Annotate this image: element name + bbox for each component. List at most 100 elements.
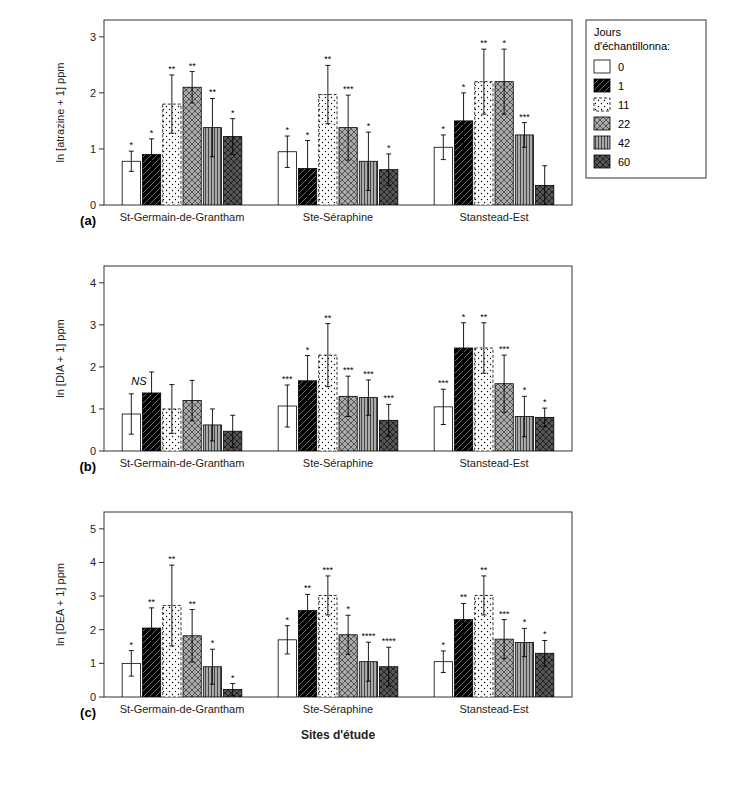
significance-label: *** [363, 369, 374, 379]
x-tick-label: Ste-Séraphine [303, 457, 373, 469]
y-tick-label: 1 [90, 657, 96, 669]
error-cap [366, 415, 371, 416]
significance-label: ** [480, 312, 488, 322]
error-cap [542, 426, 547, 427]
error-cap [481, 614, 486, 615]
error-cap [325, 575, 330, 576]
error-cap [325, 65, 330, 66]
error-bar [366, 642, 371, 681]
error-cap [285, 427, 290, 428]
error-cap [129, 650, 134, 651]
error-stem [483, 576, 484, 615]
error-cap [305, 355, 310, 356]
error-bar [210, 98, 215, 156]
error-bar [386, 404, 391, 436]
significance-label: ** [168, 554, 176, 564]
significance-label: ** [324, 54, 332, 64]
panel-label: (a) [80, 213, 96, 228]
significance-label: * [387, 143, 391, 153]
significance-label: *** [282, 374, 293, 384]
error-stem [232, 415, 233, 447]
significance-label: * [306, 130, 310, 140]
error-stem [307, 356, 308, 406]
error-cap [542, 640, 547, 641]
significance-label: * [130, 640, 134, 650]
error-cap [190, 380, 195, 381]
panel: 01234St-Germain-de-GranthamSte-Séraphine… [54, 266, 572, 474]
error-cap [386, 185, 391, 186]
x-tick-label: St-Germain-de-Grantham [120, 211, 245, 223]
error-cap [542, 666, 547, 667]
error-bar [502, 355, 507, 412]
annotation: NS [131, 375, 147, 387]
error-cap [481, 322, 486, 323]
error-stem [327, 324, 328, 387]
error-cap [346, 416, 351, 417]
error-cap [210, 440, 215, 441]
error-cap [461, 635, 466, 636]
error-cap [461, 603, 466, 604]
x-tick-label: Ste-Séraphine [303, 703, 373, 715]
plot-marks [122, 565, 554, 697]
error-cap [230, 118, 235, 119]
x-tick-label: Stanstead-Est [459, 703, 528, 715]
error-cap [502, 412, 507, 413]
error-cap [129, 171, 134, 172]
plot-frame [104, 20, 572, 205]
error-stem [151, 608, 152, 648]
y-tick-label: 4 [90, 277, 96, 289]
error-cap [149, 371, 154, 372]
error-cap [210, 156, 215, 157]
error-cap [305, 626, 310, 627]
error-bar [285, 136, 290, 167]
error-cap [366, 132, 371, 133]
error-bar [149, 139, 154, 170]
error-cap [461, 148, 466, 149]
error-cap [522, 396, 527, 397]
error-stem [544, 640, 545, 666]
panel: 0123St-Germain-de-GranthamSte-SéraphineS… [54, 20, 706, 228]
error-stem [348, 376, 349, 416]
error-stem [327, 65, 328, 123]
error-stem [443, 389, 444, 424]
error-cap [285, 136, 290, 137]
error-stem [151, 372, 152, 414]
error-stem [131, 151, 132, 171]
error-cap [346, 160, 351, 161]
y-tick [99, 205, 104, 206]
error-stem [212, 409, 213, 441]
error-cap [441, 389, 446, 390]
plot-frame [104, 512, 572, 697]
error-cap [522, 628, 527, 629]
error-cap [481, 49, 486, 50]
error-cap [285, 384, 290, 385]
error-cap [502, 114, 507, 115]
significance-label: ** [460, 592, 468, 602]
legend-swatch [594, 98, 610, 111]
significance-label: **** [361, 631, 376, 641]
error-stem [463, 603, 464, 635]
error-stem [524, 123, 525, 148]
error-bar [346, 95, 351, 160]
x-axis-label: Sites d'étude [301, 728, 376, 742]
error-cap [325, 123, 330, 124]
error-cap [190, 420, 195, 421]
error-stem [287, 136, 288, 167]
error-cap [285, 167, 290, 168]
y-tick-label: 0 [90, 199, 96, 211]
significance-label: *** [438, 378, 449, 388]
legend-title-line: d'échantillonna: [594, 40, 670, 52]
error-cap [149, 414, 154, 415]
y-tick-label: 2 [90, 87, 96, 99]
significance-label: ** [189, 61, 197, 71]
error-stem [232, 119, 233, 155]
error-cap [129, 151, 134, 152]
error-bar [305, 594, 310, 626]
error-bar [386, 154, 391, 185]
y-tick-label: 1 [90, 403, 96, 415]
error-cap [542, 165, 547, 166]
error-stem [287, 385, 288, 427]
error-stem [192, 610, 193, 662]
significance-label: * [543, 629, 547, 639]
significance-label: * [130, 140, 134, 150]
